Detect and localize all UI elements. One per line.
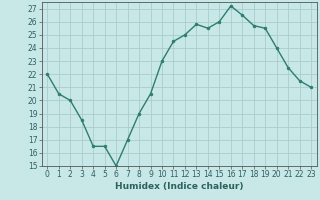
- X-axis label: Humidex (Indice chaleur): Humidex (Indice chaleur): [115, 182, 244, 191]
